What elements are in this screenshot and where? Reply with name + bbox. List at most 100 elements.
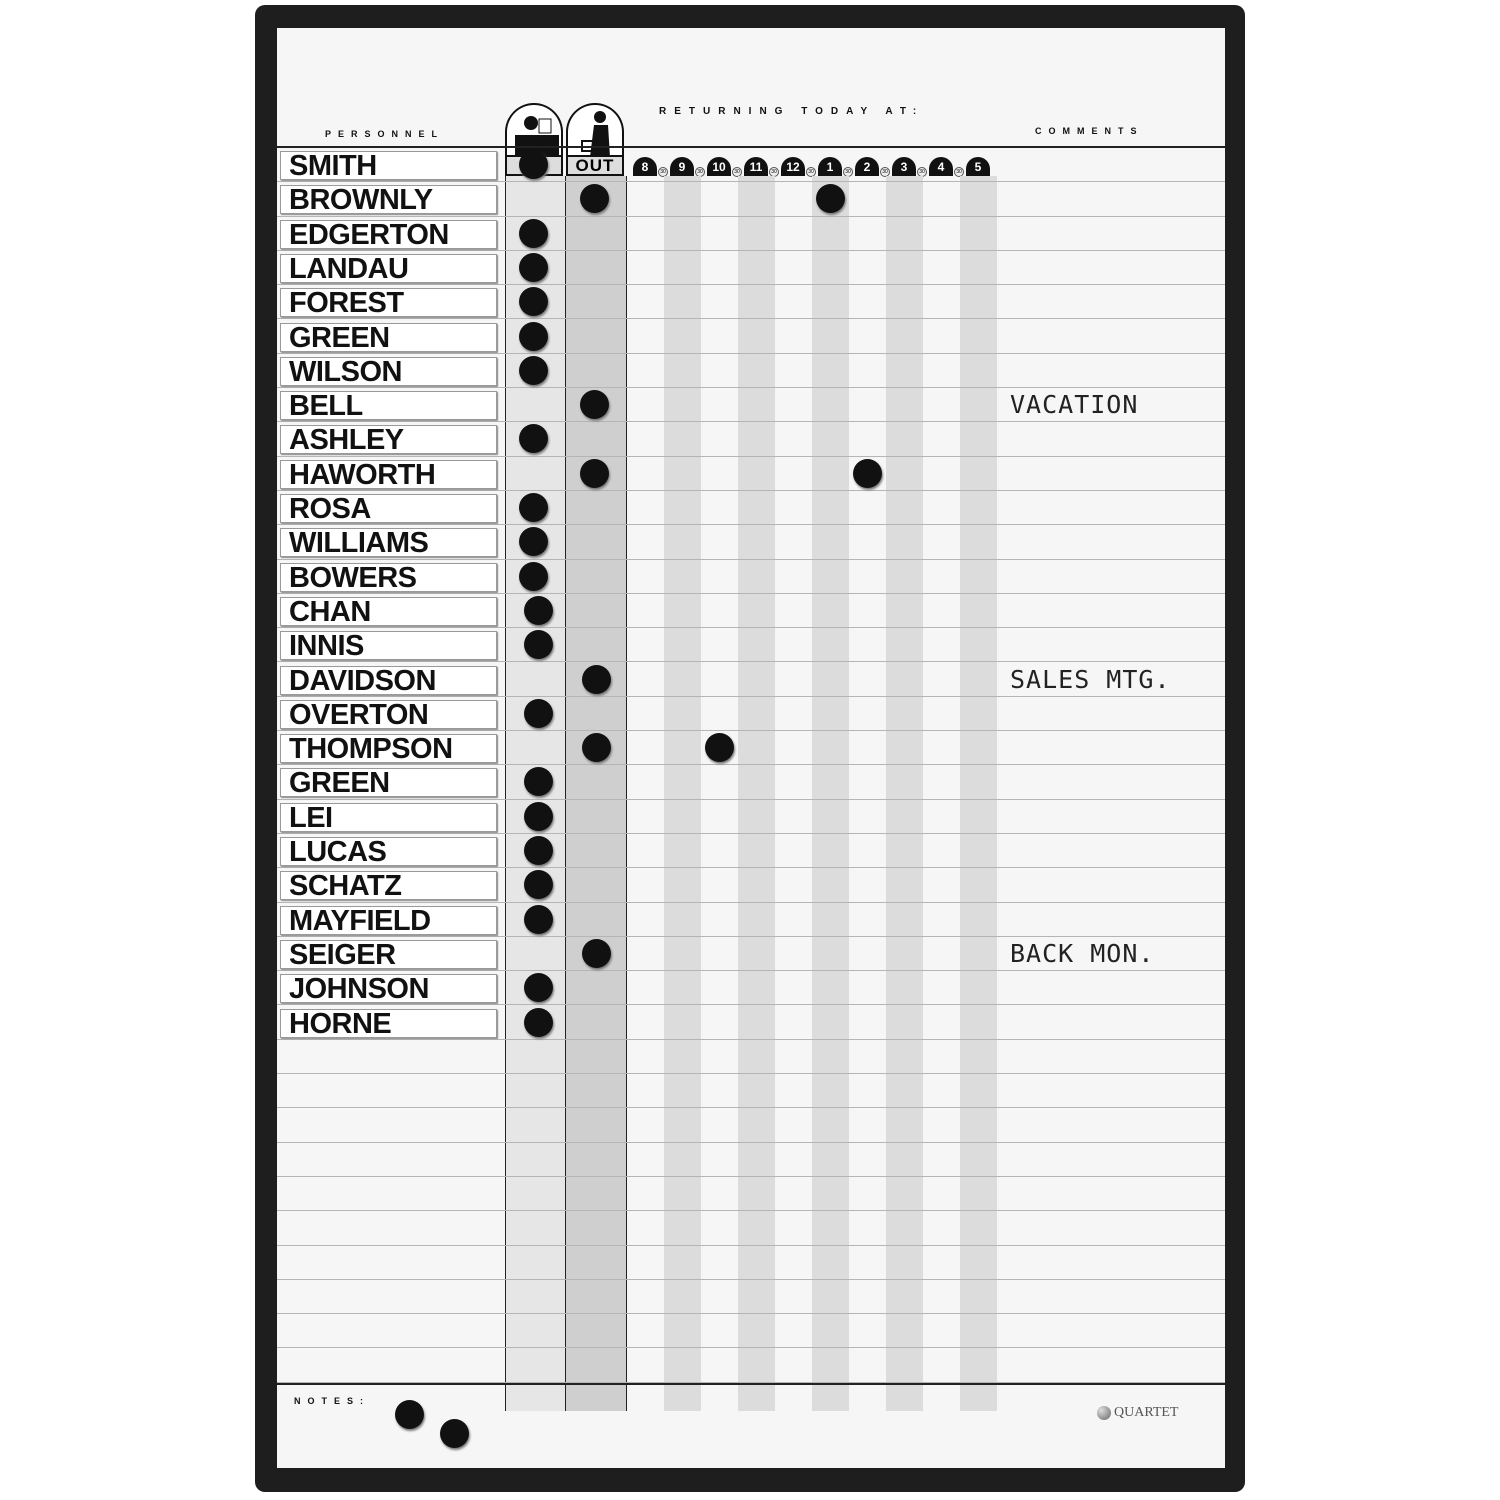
- personnel-row: GREEN: [277, 765, 1225, 800]
- half-hour-label: 30: [880, 167, 890, 177]
- hour-stripe: [886, 176, 923, 1411]
- name-strip[interactable]: ASHLEY: [280, 425, 497, 455]
- personnel-row: [277, 1177, 1225, 1212]
- name-strip[interactable]: BOWERS: [280, 562, 497, 592]
- hour-stripe: [812, 176, 849, 1411]
- personnel-row: [277, 1211, 1225, 1246]
- name-strip[interactable]: EDGERTON: [280, 219, 497, 249]
- personnel-row: WILSON: [277, 354, 1225, 389]
- out-magnet[interactable]: [580, 184, 609, 214]
- personnel-row: [277, 1074, 1225, 1109]
- name-strip[interactable]: BELL: [280, 391, 497, 421]
- in-person-at-desk-icon: [505, 103, 563, 155]
- name-strip[interactable]: HORNE: [280, 1008, 497, 1038]
- in-magnet[interactable]: [524, 973, 553, 1003]
- comment-text: VACATION: [1010, 390, 1139, 420]
- name-strip[interactable]: OVERTON: [280, 699, 497, 729]
- name-strip[interactable]: LUCAS: [280, 837, 497, 867]
- name-strip[interactable]: GREEN: [280, 322, 497, 352]
- personnel-row: [277, 1314, 1225, 1349]
- personnel-row: [277, 1108, 1225, 1143]
- name-strip[interactable]: SCHATZ: [280, 871, 497, 901]
- name-strip[interactable]: SEIGER: [280, 939, 497, 969]
- half-hour-label: 30: [658, 167, 668, 177]
- in-magnet[interactable]: [519, 287, 548, 317]
- out-magnet[interactable]: [580, 458, 609, 488]
- name-strip[interactable]: WILLIAMS: [280, 528, 497, 558]
- personnel-row: [277, 1040, 1225, 1075]
- in-magnet[interactable]: [524, 836, 553, 865]
- name-strip[interactable]: LANDAU: [280, 253, 497, 283]
- name-strip[interactable]: GREEN: [280, 768, 497, 798]
- personnel-row: LUCAS: [277, 834, 1225, 869]
- personnel-row: [277, 1246, 1225, 1280]
- half-hour-label: 30: [806, 167, 816, 177]
- personnel-row: MAYFIELD: [277, 903, 1225, 937]
- comments-header: COMMENTS: [1035, 126, 1144, 136]
- personnel-row: OVERTON: [277, 697, 1225, 732]
- name-strip[interactable]: JOHNSON: [280, 974, 497, 1004]
- personnel-row: BELL VACATION: [277, 388, 1225, 423]
- name-strip[interactable]: ROSA: [280, 494, 497, 524]
- personnel-row: SCHATZ: [277, 868, 1225, 903]
- personnel-row: THOMPSON: [277, 731, 1225, 766]
- in-magnet[interactable]: [524, 870, 553, 900]
- name-strip[interactable]: DAVIDSON: [280, 665, 497, 695]
- half-hour-label: 30: [954, 167, 964, 177]
- in-magnet[interactable]: [519, 321, 548, 351]
- name-strip[interactable]: SMITH: [280, 151, 497, 181]
- name-strip[interactable]: THOMPSON: [280, 734, 497, 764]
- personnel-row: GREEN: [277, 320, 1225, 354]
- personnel-row: SMITH: [277, 148, 1225, 183]
- in-magnet[interactable]: [519, 424, 548, 454]
- in-magnet[interactable]: [524, 1007, 553, 1037]
- hour-label-9: 9: [670, 157, 694, 176]
- in-magnet[interactable]: [524, 904, 553, 934]
- returning-magnet[interactable]: [705, 733, 734, 763]
- personnel-row: BOWERS: [277, 560, 1225, 594]
- name-strip[interactable]: FOREST: [280, 288, 497, 318]
- in-magnet[interactable]: [524, 698, 553, 728]
- notes-magnet[interactable]: [395, 1400, 424, 1429]
- notes-label: NOTES:: [294, 1396, 371, 1406]
- personnel-row: DAVIDSON SALES MTG.: [277, 663, 1225, 697]
- in-magnet[interactable]: [524, 630, 553, 660]
- hour-label-8: 8: [633, 157, 657, 176]
- in-magnet[interactable]: [519, 252, 548, 282]
- personnel-row: CHAN: [277, 594, 1225, 629]
- in-magnet[interactable]: [524, 767, 553, 797]
- name-strip[interactable]: MAYFIELD: [280, 905, 497, 935]
- hour-stripe: [664, 176, 701, 1411]
- in-magnet[interactable]: [519, 355, 548, 385]
- out-magnet[interactable]: [582, 733, 611, 763]
- notes-rule: [277, 1383, 1225, 1385]
- personnel-header: PERSONNEL: [325, 129, 445, 139]
- in-magnet[interactable]: [524, 595, 553, 625]
- returning-magnet[interactable]: [816, 184, 845, 214]
- name-strip[interactable]: HAWORTH: [280, 459, 497, 489]
- personnel-row: JOHNSON: [277, 971, 1225, 1006]
- in-magnet[interactable]: [519, 218, 548, 248]
- comment-text: BACK MON.: [1010, 938, 1155, 968]
- personnel-row: [277, 1143, 1225, 1177]
- out-magnet[interactable]: [580, 390, 609, 420]
- name-strip[interactable]: INNIS: [280, 631, 497, 661]
- brand-name: QUARTET: [1114, 1405, 1179, 1420]
- out-magnet[interactable]: [582, 664, 611, 694]
- in-magnet[interactable]: [519, 561, 548, 591]
- hour-stripe: [738, 176, 775, 1411]
- notes-magnet[interactable]: [440, 1419, 469, 1448]
- in-magnet[interactable]: [519, 493, 548, 522]
- half-hour-label: 30: [732, 167, 742, 177]
- in-magnet[interactable]: [519, 527, 548, 557]
- personnel-row: EDGERTON: [277, 217, 1225, 251]
- name-strip[interactable]: WILSON: [280, 356, 497, 386]
- name-strip[interactable]: LEI: [280, 802, 497, 832]
- out-magnet[interactable]: [582, 938, 611, 968]
- name-strip[interactable]: BROWNLY: [280, 185, 497, 215]
- personnel-row: INNIS: [277, 628, 1225, 663]
- name-strip[interactable]: CHAN: [280, 596, 497, 626]
- in-magnet[interactable]: [524, 801, 553, 831]
- in-magnet[interactable]: [519, 150, 548, 179]
- returning-magnet[interactable]: [853, 458, 882, 488]
